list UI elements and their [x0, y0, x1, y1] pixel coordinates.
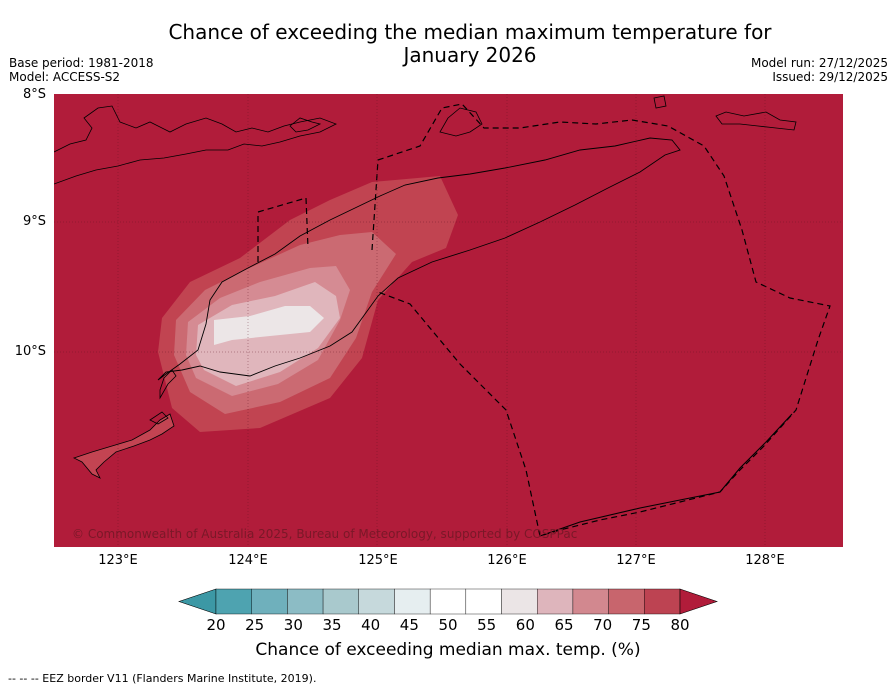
lon-label-126e: 126°E [487, 553, 527, 568]
northern-islands-outline [54, 105, 337, 185]
footnote-eez: -- -- -- EEZ border V11 (Flanders Marine… [8, 672, 317, 685]
alor-island-outline [289, 117, 322, 133]
colorbar-segment-4 [358, 588, 395, 615]
east-islands-outline [715, 111, 797, 131]
colorbar-segment-1 [251, 588, 288, 615]
colorbar-segment-3 [322, 588, 359, 615]
model-text: Model: ACCESS-S2 [9, 70, 121, 84]
colorbar-segment-11 [608, 588, 645, 615]
map-area: © Commonwealth of Australia 2025, Bureau… [54, 94, 843, 547]
lon-label-127e: 127°E [616, 553, 656, 568]
lon-label-123e: 123°E [98, 553, 138, 568]
colorbar-segment-0 [215, 588, 252, 615]
copyright-text: © Commonwealth of Australia 2025, Bureau… [72, 527, 577, 541]
base-period-text: Base period: 1981-2018 [9, 56, 154, 70]
small-island-north [653, 95, 667, 109]
colorbar-tick-55: 55 [477, 616, 497, 634]
colorbar-tick-35: 35 [322, 616, 342, 634]
wetar-island-outline [439, 107, 483, 137]
rote-island-outline [72, 413, 175, 479]
eez-border-southeast-solid [539, 413, 793, 537]
lon-label-125e: 125°E [358, 553, 398, 568]
lat-label-9s: 9°S [22, 214, 46, 229]
colorbar-segment-12 [644, 588, 681, 615]
chart-title-line2: January 2026 [403, 43, 537, 67]
contour-band-55 [214, 306, 324, 345]
colorbar-tick-65: 65 [554, 616, 574, 634]
colorbar-tick-75: 75 [631, 616, 651, 634]
lat-label-10s: 10°S [14, 344, 46, 359]
colorbar-tick-45: 45 [399, 616, 419, 634]
model-run-text: Model run: 27/12/2025 [750, 56, 888, 70]
colorbar-tick-50: 50 [438, 616, 458, 634]
chart-title-line1: Chance of exceeding the median maximum t… [168, 20, 772, 44]
eez-border-west [257, 197, 309, 262]
colorbar [178, 588, 718, 615]
colorbar-tick-70: 70 [593, 616, 613, 634]
colorbar-segment-6 [429, 588, 467, 615]
colorbar-segment-5 [394, 588, 431, 615]
lon-label-124e: 124°E [228, 553, 268, 568]
colorbar-segment-2 [287, 588, 324, 615]
colorbar-tick-30: 30 [283, 616, 303, 634]
colorbar-segment-9 [537, 588, 574, 615]
colorbar-under-arrow [178, 588, 217, 615]
colorbar-tick-40: 40 [361, 616, 381, 634]
colorbar-title: Chance of exceeding median max. temp. (%… [255, 640, 641, 660]
small-islet [149, 411, 169, 425]
colorbar-tick-80: 80 [670, 616, 690, 634]
lat-label-8s: 8°S [22, 87, 46, 102]
colorbar-tick-25: 25 [245, 616, 265, 634]
colorbar-segment-10 [572, 588, 609, 615]
colorbar-over-arrow [679, 588, 718, 615]
lon-label-128e: 128°E [745, 553, 785, 568]
eez-border-main [371, 103, 831, 537]
colorbar-tick-20: 20 [206, 616, 226, 634]
colorbar-segment-8 [501, 588, 538, 615]
map-gridlines [54, 94, 843, 547]
issued-text: Issued: 29/12/2025 [772, 70, 888, 84]
timor-west-coast [159, 369, 177, 400]
colorbar-tick-60: 60 [515, 616, 535, 634]
colorbar-segment-7 [465, 588, 502, 615]
